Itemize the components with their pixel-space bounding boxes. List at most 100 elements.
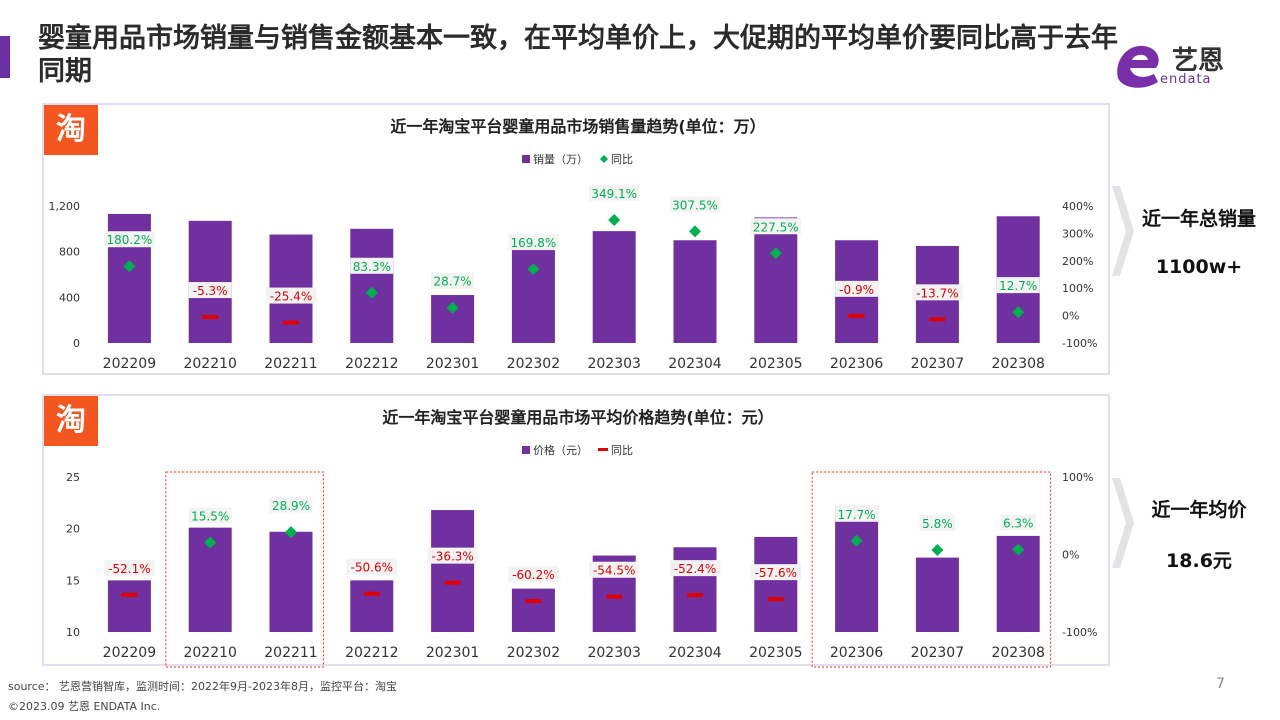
- yoy-label-bg: [750, 564, 801, 581]
- yoy-label-bg: [589, 184, 640, 201]
- yoy-label: -50.6%: [351, 561, 393, 575]
- yoy-label: -13.7%: [916, 286, 958, 300]
- bar: [269, 531, 313, 632]
- y-left-tick-label: 10: [66, 626, 80, 639]
- y-left-tick-label: 400: [59, 291, 80, 304]
- yoy-marker: [363, 591, 380, 596]
- bar: [835, 505, 879, 632]
- y-right-tick-label: 0%: [1062, 549, 1079, 562]
- x-tick-label: 202304: [668, 645, 722, 661]
- y-left-tick-label: 20: [66, 523, 80, 536]
- yoy-label-bg: [104, 231, 155, 248]
- bar: [915, 557, 959, 632]
- yoy-label: 12.7%: [999, 279, 1037, 293]
- y-right-tick-label: -100%: [1062, 626, 1097, 639]
- bar: [350, 580, 394, 632]
- sales-volume-chart-panel: 淘 近一年淘宝平台婴童用品市场销售量趋势(单位：万） 销量（万） 同比 1,200 80…: [42, 103, 1110, 375]
- legend-label: 价格（元）: [533, 443, 588, 457]
- yoy-label: 83.3%: [353, 260, 391, 274]
- chart-title: 近一年淘宝平台婴童用品市场销售量趋势(单位：万）: [390, 117, 765, 136]
- x-tick-label: 202209: [103, 356, 156, 372]
- logo-sub: endata: [1160, 72, 1212, 87]
- yoy-label-bg: [350, 257, 394, 274]
- yoy-label: 180.2%: [107, 233, 153, 247]
- avg-price-label: 近一年均价: [1151, 499, 1247, 521]
- page-title: 婴童用品市场销量与销售金额基本一致，在平均单价上，大促期的平均单价要同比高于去年…: [38, 23, 1118, 87]
- yoy-label: 227.5%: [753, 220, 799, 234]
- yoy-label-bg: [188, 507, 232, 524]
- yoy-label: 28.7%: [434, 275, 472, 289]
- yoy-label: -57.6%: [755, 566, 797, 580]
- yoy-marker: [769, 247, 782, 260]
- yoy-marker: [123, 260, 136, 273]
- y-right-tick-label: 100%: [1062, 282, 1093, 295]
- yoy-label: 307.5%: [672, 198, 718, 212]
- avg-price-chart-panel: 淘 近一年淘宝平台婴童用品市场平均价格趋势(单位：元） 价格（元） 同比 25 20 15…: [42, 394, 1110, 668]
- yoy-marker: [285, 526, 297, 539]
- yoy-label-bg: [508, 234, 559, 251]
- x-tick-label: 202211: [264, 645, 317, 661]
- bar: [350, 228, 394, 343]
- yoy-label-bg: [1000, 514, 1036, 531]
- yoy-marker: [444, 580, 461, 585]
- source-note: source： 艺恩营销智库，监测时间：2022年9月-2023年8月，监控平台…: [8, 680, 397, 693]
- yoy-label-bg: [508, 566, 559, 583]
- yoy-label-bg: [589, 561, 640, 578]
- y-right-tick-label: 200%: [1062, 255, 1093, 268]
- bar: [431, 510, 475, 632]
- x-tick-label: 202210: [183, 356, 236, 372]
- x-tick-label: 202306: [830, 356, 884, 372]
- yoy-label: -36.3%: [431, 550, 473, 564]
- yoy-marker: [527, 263, 540, 276]
- yoy-marker: [525, 599, 542, 604]
- x-tick-label: 202302: [507, 356, 560, 372]
- y-right-tick-label: 400%: [1062, 200, 1093, 213]
- x-tick-label: 202304: [668, 356, 722, 372]
- yoy-label: -54.5%: [593, 564, 635, 578]
- yoy-label: 28.9%: [272, 499, 310, 513]
- legend-label: 同比: [611, 444, 633, 457]
- yoy-label-bg: [669, 196, 721, 213]
- bar: [511, 588, 555, 632]
- endata-logo: 艺恩 endata: [1112, 38, 1262, 90]
- legend-marker-yoy: [598, 448, 608, 451]
- page-number: 7: [1216, 676, 1225, 692]
- yoy-marker: [850, 534, 863, 547]
- x-tick-label: 202308: [991, 645, 1044, 661]
- bar: [592, 231, 636, 343]
- x-tick-label: 202301: [426, 645, 479, 661]
- x-tick-label: 202305: [749, 645, 802, 661]
- chevron-right-icon: [1112, 186, 1134, 276]
- yoy-marker: [767, 597, 784, 602]
- taobao-icon: 淘: [44, 396, 98, 446]
- yoy-marker: [606, 594, 623, 599]
- yoy-label-bg: [431, 272, 475, 289]
- yoy-label-bg: [188, 282, 232, 299]
- y-left-tick-label: 0: [73, 337, 80, 350]
- chevron-right-icon: [1112, 478, 1134, 568]
- yoy-marker: [283, 320, 299, 325]
- yoy-label-bg: [104, 559, 155, 576]
- x-tick-label: 202307: [911, 356, 964, 372]
- endata-logo-icon: [1117, 45, 1159, 88]
- yoy-label-bg: [919, 515, 956, 532]
- legend-swatch-bar: [522, 155, 530, 163]
- x-tick-label: 202307: [911, 645, 964, 661]
- legend-swatch-bar: [522, 446, 530, 454]
- yoy-label: -0.9%: [839, 283, 874, 297]
- y-right-tick-label: 100%: [1062, 471, 1093, 484]
- yoy-label: -60.2%: [512, 568, 554, 582]
- yoy-label-bg: [265, 287, 317, 304]
- yoy-marker: [1012, 306, 1025, 319]
- y-right-tick-label: 300%: [1062, 227, 1093, 240]
- yoy-label-bg: [835, 280, 879, 297]
- bar: [673, 547, 717, 632]
- x-tick-label: 202305: [749, 356, 802, 372]
- yoy-label-bg: [835, 505, 879, 522]
- yoy-label-bg: [750, 218, 801, 235]
- x-tick-label: 202212: [345, 356, 398, 372]
- x-tick-label: 202302: [507, 645, 560, 661]
- yoy-label-bg: [346, 558, 397, 575]
- x-tick-label: 202209: [103, 645, 156, 661]
- bar: [673, 240, 717, 343]
